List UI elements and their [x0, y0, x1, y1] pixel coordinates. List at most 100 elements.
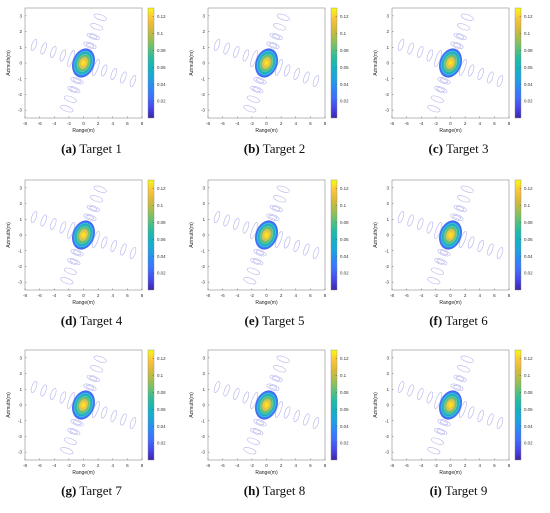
sidelobe-contour	[453, 32, 467, 41]
x-tick-label: -6	[221, 121, 226, 126]
panel-letter: (c)	[428, 141, 443, 156]
y-tick-label: -2	[385, 92, 390, 97]
panel-9: -8 -6 -4 -2 0 2 4 6 8 -3 -2 -1 0 1 2 3 Range(m) Azimuth(m…	[367, 342, 550, 513]
y-tick-label: -2	[201, 434, 206, 439]
x-tick-label: 0	[82, 293, 85, 298]
y-tick-label: 2	[202, 29, 205, 34]
panel-letter: (f)	[429, 313, 443, 328]
sidelobe-contour	[460, 355, 474, 363]
sidelobe-contour	[283, 64, 291, 77]
panel-4: -8 -6 -4 -2 0 2 4 6 8 -3 -2 -1 0 1 2 3 Range(m) Azimuth(m…	[0, 172, 183, 343]
colorbar-tick-label: 0.1	[340, 373, 347, 378]
sidelobe-contour	[67, 85, 81, 94]
sidelobe-contour	[496, 75, 504, 87]
x-tick-label: 6	[126, 121, 129, 126]
colorbar-tick-label: 0.02	[340, 99, 349, 104]
sidelobe-contour	[417, 388, 424, 400]
sidelobe-contour	[40, 384, 47, 397]
colorbar-tick-label: 0.08	[157, 48, 166, 53]
x-tick-label: -6	[38, 121, 43, 126]
sidelobe-contour	[60, 277, 74, 285]
azimuth-sidelobes	[60, 355, 107, 455]
x-tick-label: 6	[126, 293, 129, 298]
sidelobe-contour	[303, 71, 310, 84]
x-tick-label: -4	[235, 463, 240, 468]
colorbar-tick-label: 0.02	[524, 271, 533, 276]
x-axis-label: Range(m)	[255, 128, 278, 134]
colorbar-tick-label: 0.04	[524, 254, 533, 259]
x-tick-label: 0	[449, 293, 452, 298]
x-tick-label: 8	[508, 293, 511, 298]
main-lobe	[71, 390, 96, 420]
x-tick-label: -4	[419, 463, 424, 468]
y-tick-label: 3	[19, 13, 22, 18]
colorbar-tick-label: 0.1	[157, 203, 164, 208]
panel-title: Target 8	[259, 483, 306, 498]
colorbar	[147, 179, 155, 291]
sidelobe-contour	[242, 391, 250, 404]
y-tick-label: 1	[202, 387, 205, 392]
range-sidelobes	[397, 381, 504, 429]
sidelobe-contour	[430, 437, 444, 445]
y-tick-label: -2	[385, 434, 390, 439]
x-tick-label: -2	[250, 121, 255, 126]
x-axis-label: Range(m)	[255, 470, 278, 476]
sidelobe-contour	[496, 247, 504, 259]
x-tick-label: 8	[508, 463, 511, 468]
y-tick-label: -3	[385, 280, 390, 285]
x-tick-label: -8	[390, 293, 395, 298]
sidelobe-contour	[70, 249, 84, 257]
sidelobe-contour	[427, 447, 441, 455]
panel-2: -8 -6 -4 -2 0 2 4 6 8 -3 -2 -1 0 1 2 3 Range(m) Azimuth(m…	[183, 0, 366, 171]
panel-letter: (i)	[429, 483, 442, 498]
y-tick-label: -2	[201, 92, 206, 97]
sidelobe-contour	[86, 204, 100, 213]
x-tick-label: 6	[493, 121, 496, 126]
colorbar-tick-label: 0.06	[340, 65, 349, 70]
y-tick-label: 3	[386, 355, 389, 360]
y-tick-label: -3	[201, 450, 206, 455]
sidelobe-contour	[90, 195, 104, 203]
x-tick-label: 4	[111, 293, 114, 298]
main-lobe	[254, 220, 279, 250]
sidelobe-contour	[407, 42, 414, 55]
y-tick-label: 1	[202, 217, 205, 222]
x-tick-label: 2	[97, 121, 100, 126]
sidelobe-contour	[243, 447, 257, 455]
sidelobe-contour	[457, 23, 471, 31]
colorbar-tick-label: 0.06	[157, 407, 166, 412]
sidelobe-contour	[246, 95, 260, 103]
sidelobe-contour	[120, 413, 127, 426]
range-sidelobes	[397, 211, 504, 259]
panel-caption: (a) Target 1	[0, 141, 183, 157]
x-tick-label: 0	[449, 121, 452, 126]
x-tick-label: 8	[324, 293, 327, 298]
azimuth-sidelobes	[427, 355, 474, 455]
sidelobe-contour	[60, 105, 74, 113]
sidelobe-contour	[93, 185, 107, 193]
sidelobe-contour	[430, 95, 444, 103]
panel-caption: (c) Target 3	[367, 141, 550, 157]
sidelobe-contour	[487, 413, 494, 426]
sidelobe-contour	[63, 437, 77, 445]
x-tick-label: -2	[250, 293, 255, 298]
y-tick-label: -2	[18, 264, 23, 269]
colorbar-tick-label: 0.1	[340, 31, 347, 36]
sidelobe-contour	[213, 39, 221, 51]
sidelobe-contour	[30, 39, 38, 51]
sidelobe-contour	[213, 211, 221, 223]
sidelobe-contour	[59, 49, 67, 62]
x-tick-label: -8	[206, 293, 211, 298]
colorbar-tick-label: 0.12	[157, 356, 166, 361]
y-tick-label: -1	[385, 76, 390, 81]
sidelobe-contour	[427, 105, 441, 113]
x-tick-label: -4	[419, 121, 424, 126]
sidelobe-contour	[426, 221, 434, 234]
sidelobe-contour	[83, 383, 97, 391]
sidelobe-contour	[312, 75, 320, 87]
y-tick-label: 2	[202, 371, 205, 376]
sidelobe-contour	[100, 64, 108, 77]
x-tick-label: -8	[23, 293, 28, 298]
x-axis-label: Range(m)	[255, 300, 278, 306]
sidelobe-contour	[467, 236, 475, 249]
